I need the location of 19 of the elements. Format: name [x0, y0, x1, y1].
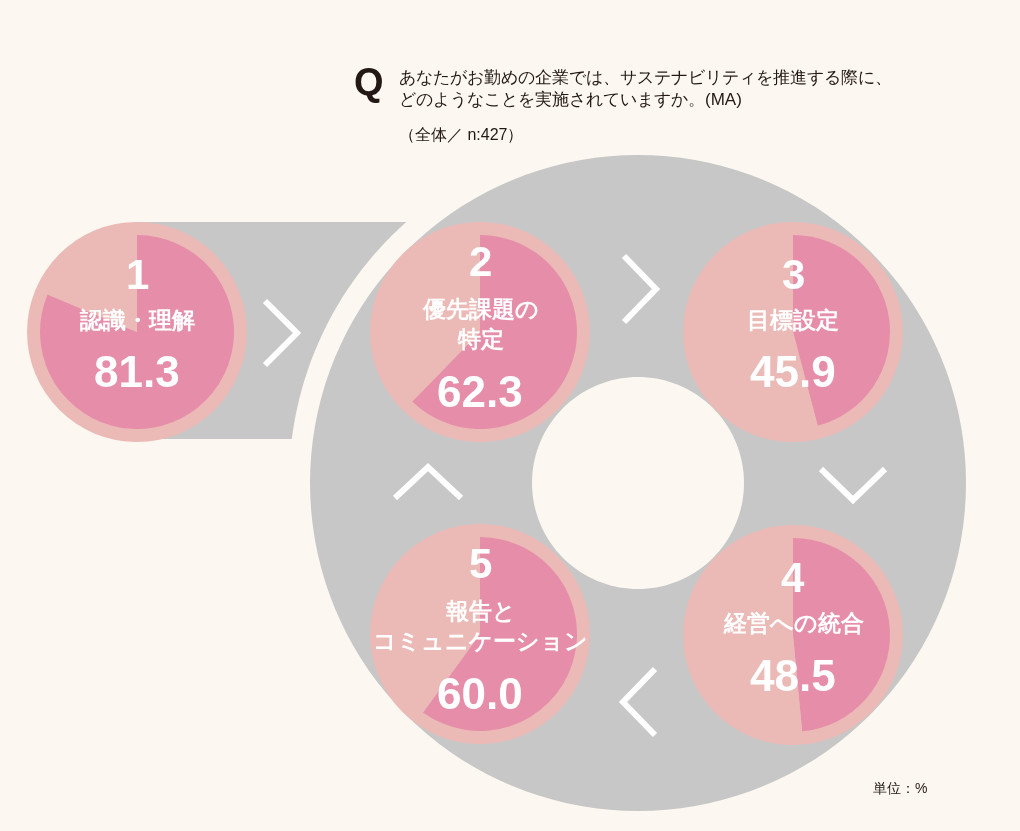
chart-title: 2 — [469, 238, 493, 285]
chart-title: 4 — [781, 554, 805, 601]
slice-label: 認識・理解 — [79, 307, 195, 333]
data-label: 48.5 — [750, 651, 836, 700]
slice-label: 報告とコミュニケーション — [373, 598, 588, 654]
text: あなたがお勤めの企業では、サステナビリティを推進する際に、どのようなことを実施されていますか。(MA) — [399, 68, 892, 110]
slice-label: 経営への統合 — [723, 610, 864, 636]
text: Q — [354, 61, 384, 103]
data-label: 60.0 — [437, 669, 523, 718]
data-label: 45.9 — [750, 347, 836, 396]
text: 単位：% — [873, 780, 928, 796]
slice-label: 目標設定 — [747, 307, 839, 333]
slice-label: 優先課題の特定 — [422, 296, 539, 352]
text: （全体／ n:427） — [399, 126, 524, 143]
data-label: 62.3 — [437, 367, 523, 416]
data-label: 81.3 — [94, 347, 180, 396]
chart-title: 3 — [782, 251, 806, 298]
chart-title: 5 — [469, 540, 493, 587]
chart-title: 1 — [126, 251, 150, 298]
